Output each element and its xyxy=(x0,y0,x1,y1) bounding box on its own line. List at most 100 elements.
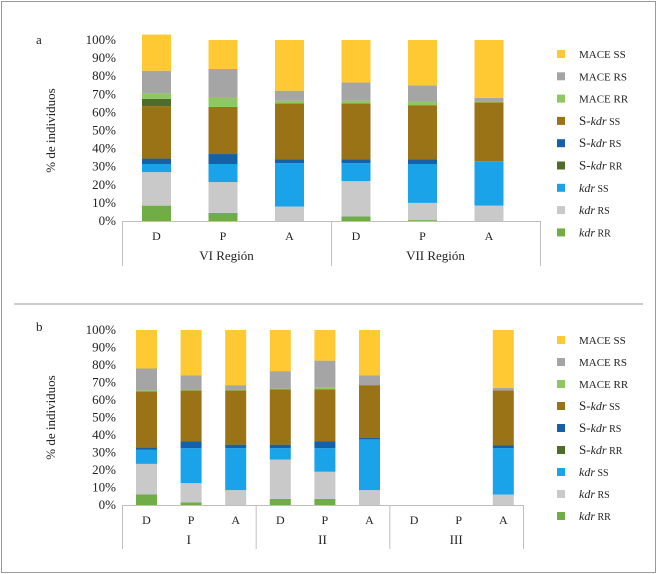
bar-segment-mace_rs xyxy=(474,97,504,102)
bar-segment-mace_ss xyxy=(225,330,247,386)
bar-segment-s_kdr_rs xyxy=(275,159,304,164)
bar-segment-kdr_rs xyxy=(314,471,336,499)
y-tick-label: 60% xyxy=(92,104,116,119)
x-tick-label: A xyxy=(365,513,374,527)
bar-segment-s_kdr_rr_2 xyxy=(142,98,171,107)
bar-segment-mace_ss xyxy=(474,40,504,98)
bar-segment-mace_ss xyxy=(136,330,157,369)
bar-segment-mace_ss xyxy=(180,330,202,376)
bar-segment-s_kdr_ss xyxy=(359,385,380,438)
bar-segment-mace_ss xyxy=(359,330,380,376)
bar-segment-s_kdr_ss xyxy=(314,389,336,442)
bar-segment-kdr_rs xyxy=(341,181,371,217)
bar-segment-s_kdr_rs xyxy=(492,445,514,449)
bar-segment-kdr_rr xyxy=(408,220,437,221)
bar-segment-kdr_ss xyxy=(314,448,336,472)
legend-swatch xyxy=(557,183,565,192)
group-label: VI Región xyxy=(199,248,254,263)
legend-swatch xyxy=(557,161,565,170)
bar-segment-kdr_ss xyxy=(474,161,504,206)
y-tick-label: 40% xyxy=(92,427,116,442)
y-tick-label: 50% xyxy=(92,123,116,138)
y-tick-label: 80% xyxy=(92,68,116,83)
bar-segment-kdr_ss xyxy=(136,449,157,464)
legend-label: MACE SS xyxy=(579,49,626,61)
bar-segment-mace_rr xyxy=(136,390,157,392)
bar-segment-kdr_ss xyxy=(275,163,304,207)
bar-segment-mace_rr xyxy=(208,97,238,107)
x-tick-label: A xyxy=(285,229,294,243)
bar-segment-mace_ss xyxy=(341,40,371,83)
y-tick-label: 100% xyxy=(86,32,117,47)
bar-segment-mace_rr xyxy=(275,100,304,104)
bar-segment-kdr_rs xyxy=(275,206,304,221)
bar-segment-mace_rr xyxy=(474,101,504,103)
y-tick-label: 80% xyxy=(92,357,116,372)
bar-segment-kdr_rs xyxy=(180,483,202,503)
y-tick-label: 10% xyxy=(92,195,116,210)
legend-label: MACE RS xyxy=(579,357,627,369)
legend-label: S-kdr SS xyxy=(579,398,620,413)
bar-segment-kdr_rr xyxy=(314,498,336,505)
bar-segment-kdr_rs xyxy=(359,490,380,505)
bar-segment-kdr_ss xyxy=(341,163,371,182)
bar-segment-s_kdr_ss xyxy=(408,105,437,160)
x-tick-label: D xyxy=(352,229,361,243)
bar-segment-kdr_rr xyxy=(341,216,371,221)
bar-segment-mace_rs xyxy=(180,375,202,390)
y-tick-label: 70% xyxy=(92,375,116,390)
x-tick-label: P xyxy=(322,513,329,527)
y-tick-label: 0% xyxy=(99,213,117,228)
legend-swatch xyxy=(557,446,565,454)
bar-segment-mace_rs xyxy=(341,82,371,101)
x-tick-label: D xyxy=(410,513,419,527)
bar-segment-kdr_ss xyxy=(408,163,437,203)
x-tick-label: P xyxy=(220,229,227,243)
x-tick-label: P xyxy=(188,513,195,527)
bar-segment-kdr_ss xyxy=(142,163,171,173)
y-tick-label: 30% xyxy=(92,159,116,174)
legend-label: kdr RS xyxy=(579,203,610,217)
legend-label: MACE RS xyxy=(579,71,627,83)
legend-swatch xyxy=(557,228,565,237)
bar-segment-s_kdr_rs xyxy=(269,444,291,449)
bar-segment-kdr_ss xyxy=(359,439,380,491)
bar-segment-s_kdr_ss xyxy=(142,106,171,159)
bar-segment-s_kdr_ss xyxy=(341,103,371,160)
y-tick-label: 30% xyxy=(92,445,116,460)
legend-swatch xyxy=(557,402,565,410)
bar-segment-mace_rs xyxy=(359,375,380,386)
legend-swatch xyxy=(557,72,565,81)
bar-segment-s_kdr_rs xyxy=(408,159,437,164)
panel-label: a xyxy=(36,32,42,47)
y-axis-label: % de individuos xyxy=(43,88,58,173)
legend-swatch xyxy=(557,116,565,125)
bar-segment-mace_ss xyxy=(492,330,514,388)
x-tick-label: D xyxy=(276,513,285,527)
bar-segment-mace_rs xyxy=(408,85,437,102)
bar-segment-kdr_ss xyxy=(269,448,291,460)
bar-segment-s_kdr_rs xyxy=(314,441,336,449)
panel-label: b xyxy=(36,319,43,334)
bar-segment-s_kdr_ss xyxy=(269,389,291,445)
bar-segment-mace_ss xyxy=(275,40,304,91)
y-tick-label: 50% xyxy=(92,410,116,425)
bar-segment-mace_ss xyxy=(314,330,336,361)
bar-segment-mace_ss xyxy=(269,330,291,372)
bar-segment-kdr_ss xyxy=(180,448,202,484)
legend-label: kdr RS xyxy=(579,487,610,501)
bar-segment-kdr_rs xyxy=(225,490,247,505)
bar-segment-s_kdr_ss xyxy=(275,103,304,160)
bar-segment-mace_rr xyxy=(408,101,437,106)
legend-label: kdr SS xyxy=(579,181,609,195)
bar-segment-s_kdr_ss xyxy=(225,390,247,445)
group-label: VII Región xyxy=(406,248,465,263)
bar-segment-mace_rr xyxy=(269,388,291,390)
bar-segment-mace_rs xyxy=(136,368,157,391)
legend-label: kdr RR xyxy=(579,225,611,239)
legend-swatch xyxy=(557,206,565,215)
legend-swatch xyxy=(557,336,565,344)
legend-swatch xyxy=(557,490,565,498)
legend-swatch xyxy=(557,424,565,432)
legend-label: MACE SS xyxy=(579,335,626,347)
